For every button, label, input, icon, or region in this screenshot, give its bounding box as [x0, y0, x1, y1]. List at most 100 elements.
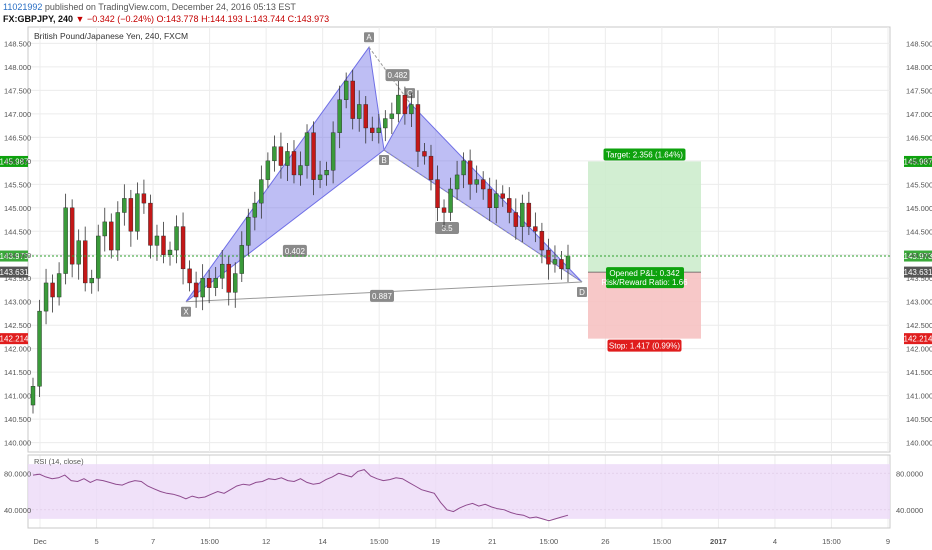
candle-body	[552, 259, 558, 265]
position-zones	[588, 161, 701, 339]
x-tick-label: 7	[151, 537, 155, 546]
risk-reward-label: Risk/Reward Ratio: 1.66	[601, 278, 688, 287]
y-tick-label-left: 142.500	[4, 321, 31, 330]
last-price-tag-box	[0, 250, 28, 262]
target-price-tag-box	[904, 155, 932, 167]
y-tick-label-right: 143.500	[906, 274, 932, 283]
y-tick-label-left: 147.500	[4, 86, 31, 95]
x-tick-label: Dec	[33, 537, 47, 546]
stop-label: Stop: 1.417 (0.99%)	[609, 342, 680, 351]
candle-body	[141, 193, 147, 204]
candle-body	[546, 249, 551, 265]
pattern-point-box	[181, 306, 191, 317]
candle-body	[376, 127, 381, 133]
candle-body	[474, 179, 479, 185]
rsi-tick-right: 40.0000	[896, 506, 923, 515]
candle-body	[291, 151, 297, 176]
x-tick-label: 15:00	[370, 537, 389, 546]
y-tick-label-left: 142.000	[4, 345, 31, 354]
candle-body	[187, 268, 192, 284]
pattern-ac-line	[368, 46, 411, 104]
candle-body	[148, 202, 153, 246]
candle-body	[246, 216, 251, 246]
stop-price-tag-box	[904, 333, 932, 345]
candle-body	[154, 235, 160, 246]
candle-body	[370, 127, 375, 133]
candle-body	[239, 245, 244, 274]
candle-body	[82, 240, 88, 284]
candle-body	[520, 202, 525, 227]
candle-body	[324, 170, 329, 176]
y-tick-label-right: 146.000	[906, 157, 932, 166]
y-tick-label-left: 140.000	[4, 439, 31, 448]
y-tick-label-left: 148.500	[4, 39, 31, 48]
candle-body	[559, 259, 564, 270]
last-price-tag: 143.973	[904, 252, 932, 261]
candle-body	[337, 99, 342, 133]
stop-price-tag: 142.214	[0, 335, 29, 344]
pattern-ratio-box	[385, 69, 410, 82]
last-price-tag-box	[904, 250, 932, 262]
candle-body	[461, 160, 466, 176]
candle-body	[565, 255, 571, 270]
y-tick-label-left: 140.500	[4, 415, 31, 424]
candle-body	[135, 193, 140, 232]
symbol-line: FX:GBPJPY, 240 ▼ −0.342 (−0.24%) O:143.7…	[3, 14, 329, 24]
candle-body	[167, 249, 173, 255]
candle-body	[330, 132, 336, 171]
pattern-xab	[185, 45, 385, 303]
candle-body	[109, 221, 114, 251]
y-tick-label-left: 143.500	[4, 274, 31, 283]
pattern-point-label: C	[407, 89, 413, 98]
rsi-tick-right: 80.0000	[896, 469, 923, 478]
pattern-point-label: X	[183, 308, 189, 317]
candle-body	[409, 104, 414, 115]
y-tick-label-right: 147.000	[906, 110, 932, 119]
x-tick-label: 12	[262, 537, 270, 546]
candle-body	[233, 273, 238, 293]
target-label-box	[603, 148, 686, 161]
symbol-label[interactable]: FX:GBPJPY, 240	[3, 14, 74, 24]
pattern-point-box	[577, 287, 587, 297]
y-tick-label-right: 148.000	[906, 63, 932, 72]
y-tick-label-right: 147.500	[906, 86, 932, 95]
profit-zone	[588, 161, 701, 273]
candle-body	[122, 198, 127, 213]
x-tick-label: 26	[601, 537, 609, 546]
chart-header: 11021992 published on TradingView.com, D…	[0, 0, 932, 26]
x-tick-label: 15:00	[539, 537, 558, 546]
y-tick-label-right: 143.000	[906, 298, 932, 307]
entry-price-tag-box	[0, 266, 28, 278]
axes: 140.000 140.000 140.500 140.500 141.000 141.0…	[4, 39, 932, 546]
candle-body	[396, 94, 401, 115]
y-tick-label-left: 148.000	[4, 63, 31, 72]
entry-price-tag: 143.631	[904, 268, 932, 277]
pattern-ratio-box	[370, 289, 394, 302]
y-tick-label-right: 148.500	[906, 39, 932, 48]
rsi-tick-left: 40.0000	[4, 506, 31, 515]
candle-body	[193, 282, 199, 298]
candle-body	[402, 94, 408, 115]
chart-title: British Pound/Japanese Yen, 240, FXCM	[34, 31, 188, 41]
candle-body	[343, 80, 349, 100]
pattern-point-box	[364, 32, 374, 43]
y-tick-label-left: 146.000	[4, 157, 31, 166]
overlay-lines: Target: 2.356 (1.64%) Opened P&L: 0.342Ri…	[0, 148, 932, 352]
main-pane-border	[27, 26, 891, 453]
candle-body	[200, 278, 205, 298]
pattern-ratio-label: 0.887	[372, 292, 393, 301]
candle-body	[115, 212, 121, 251]
candle-body	[311, 132, 316, 180]
candle-body	[415, 104, 421, 152]
candle-body	[467, 160, 473, 185]
candle-body	[539, 231, 545, 251]
y-tick-label-right: 144.500	[906, 227, 932, 236]
author-link[interactable]: 11021992	[3, 2, 43, 12]
candle-body	[487, 188, 492, 209]
candle-body	[226, 263, 231, 293]
rsi-pane: 80.0000 80.0000 40.0000 40.0000	[4, 454, 923, 529]
y-tick-label-right: 140.500	[906, 415, 932, 424]
candle-body	[174, 226, 179, 251]
candle-body	[363, 104, 368, 129]
